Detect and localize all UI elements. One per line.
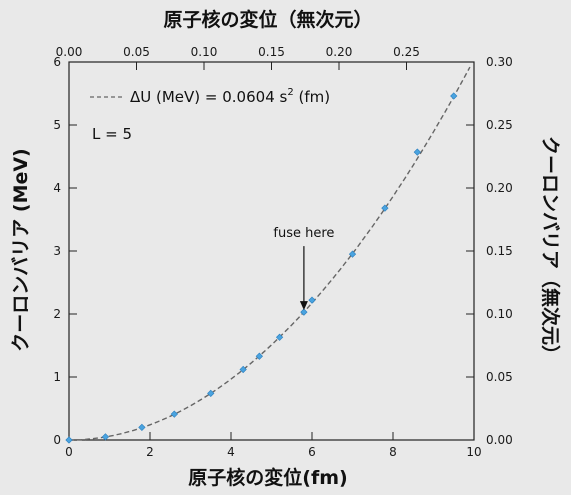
x-tick-label-3: 6	[308, 445, 316, 459]
right-tick-label-4: 0.20	[486, 181, 513, 195]
x-axis-title: 原子核の変位(fm)	[188, 466, 347, 489]
data-point-3	[170, 410, 178, 418]
top-tick-label-0: 0.00	[56, 45, 83, 59]
data-point-10	[348, 250, 357, 258]
right-tick-label-3: 0.15	[486, 244, 513, 258]
right-tick-label-1: 0.05	[486, 370, 513, 384]
legend-fit-label: ΔU (MeV) = 0.0604 s2 (fm)	[130, 87, 330, 106]
data-points	[65, 92, 458, 444]
right-axis-title: クーロンバリア（無次元）	[539, 136, 562, 364]
fit-curve	[69, 66, 471, 441]
right-tick-label-5: 0.25	[486, 118, 513, 132]
fuse-here-label: fuse here	[273, 226, 334, 241]
y-tick-label-6: 6	[53, 55, 61, 69]
y-tick-label-5: 5	[53, 118, 61, 132]
right-tick-label-2: 0.10	[486, 307, 513, 321]
data-point-7	[275, 333, 284, 341]
legend-l-label: L = 5	[92, 125, 132, 143]
x-tick-label-4: 8	[389, 445, 397, 459]
y-tick-label-4: 4	[53, 181, 61, 195]
data-point-11	[381, 204, 389, 212]
plot-frame	[68, 61, 475, 441]
data-point-0	[65, 436, 73, 444]
fit-curve-group	[69, 66, 471, 441]
top-axis-title: 原子核の変位（無次元）	[163, 8, 372, 31]
x-tick-label-5: 10	[466, 445, 481, 459]
x-tick-label-1: 2	[146, 445, 154, 459]
top-tick-label-3: 0.15	[258, 45, 285, 59]
x-tick-label-0: 0	[65, 445, 73, 459]
data-point-13	[450, 92, 458, 100]
top-tick-label-4: 0.20	[326, 45, 353, 59]
legend: ΔU (MeV) = 0.0604 s2 (fm) L = 5	[90, 87, 330, 143]
legend-fit-sup: 2	[287, 87, 293, 98]
data-point-1	[101, 433, 110, 441]
top-tick-label-5: 0.25	[393, 45, 420, 59]
data-point-4	[207, 389, 215, 398]
data-point-5	[239, 365, 247, 374]
data-point-9	[308, 296, 316, 304]
data-point-6	[255, 352, 263, 360]
fuse-annotation: fuse here	[273, 226, 334, 311]
data-point-2	[138, 423, 146, 432]
y-tick-label-3: 3	[53, 244, 61, 258]
legend-fit-suffix: (fm)	[294, 88, 330, 106]
right-tick-label-6: 0.30	[486, 55, 513, 69]
top-tick-label-1: 0.05	[123, 45, 150, 59]
legend-fit-prefix: ΔU (MeV) = 0.0604 s	[130, 88, 288, 106]
left-axis-title: クーロンバリア (MeV)	[10, 148, 32, 351]
y-tick-label-1: 1	[53, 370, 61, 384]
top-tick-label-2: 0.10	[191, 45, 218, 59]
data-point-12	[413, 148, 421, 156]
x-tick-label-2: 4	[227, 445, 235, 459]
y-tick-label-2: 2	[53, 307, 61, 321]
fuse-here-arrow-head	[299, 301, 308, 311]
data-point-8	[300, 308, 308, 316]
right-tick-label-0: 0.00	[486, 433, 513, 447]
y-tick-label-0: 0	[53, 433, 61, 447]
